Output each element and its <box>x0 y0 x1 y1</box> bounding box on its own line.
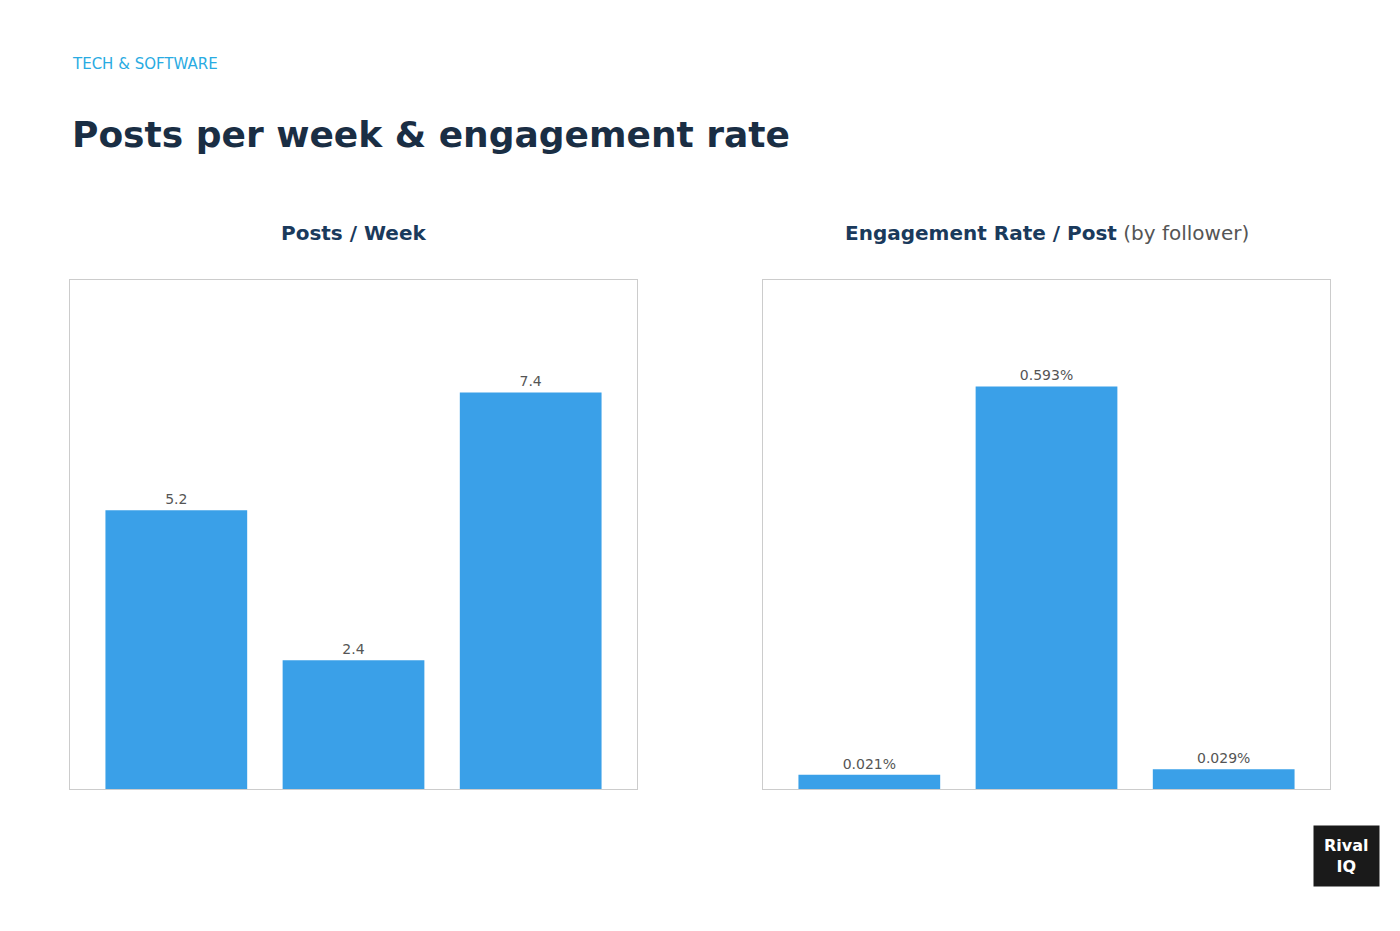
svg-text:5.2: 5.2 <box>165 491 187 507</box>
svg-text:7.4: 7.4 <box>520 373 542 389</box>
svg-text:Posts / Week: Posts / Week <box>281 221 426 245</box>
svg-text:Engagement Rate / Post (by fol: Engagement Rate / Post (by follower) <box>845 221 1249 245</box>
svg-text:0.593%: 0.593% <box>1020 367 1073 383</box>
svg-text:2.4: 2.4 <box>342 641 364 657</box>
svg-text:0.021%: 0.021% <box>843 756 896 772</box>
svg-text:Posts per week & engagement ra: Posts per week & engagement rate <box>72 114 790 155</box>
svg-text:TECH & SOFTWARE: TECH & SOFTWARE <box>72 55 218 73</box>
svg-text:RivalIQ: RivalIQ <box>1324 836 1369 876</box>
svg-text:0.029%: 0.029% <box>1197 750 1250 766</box>
